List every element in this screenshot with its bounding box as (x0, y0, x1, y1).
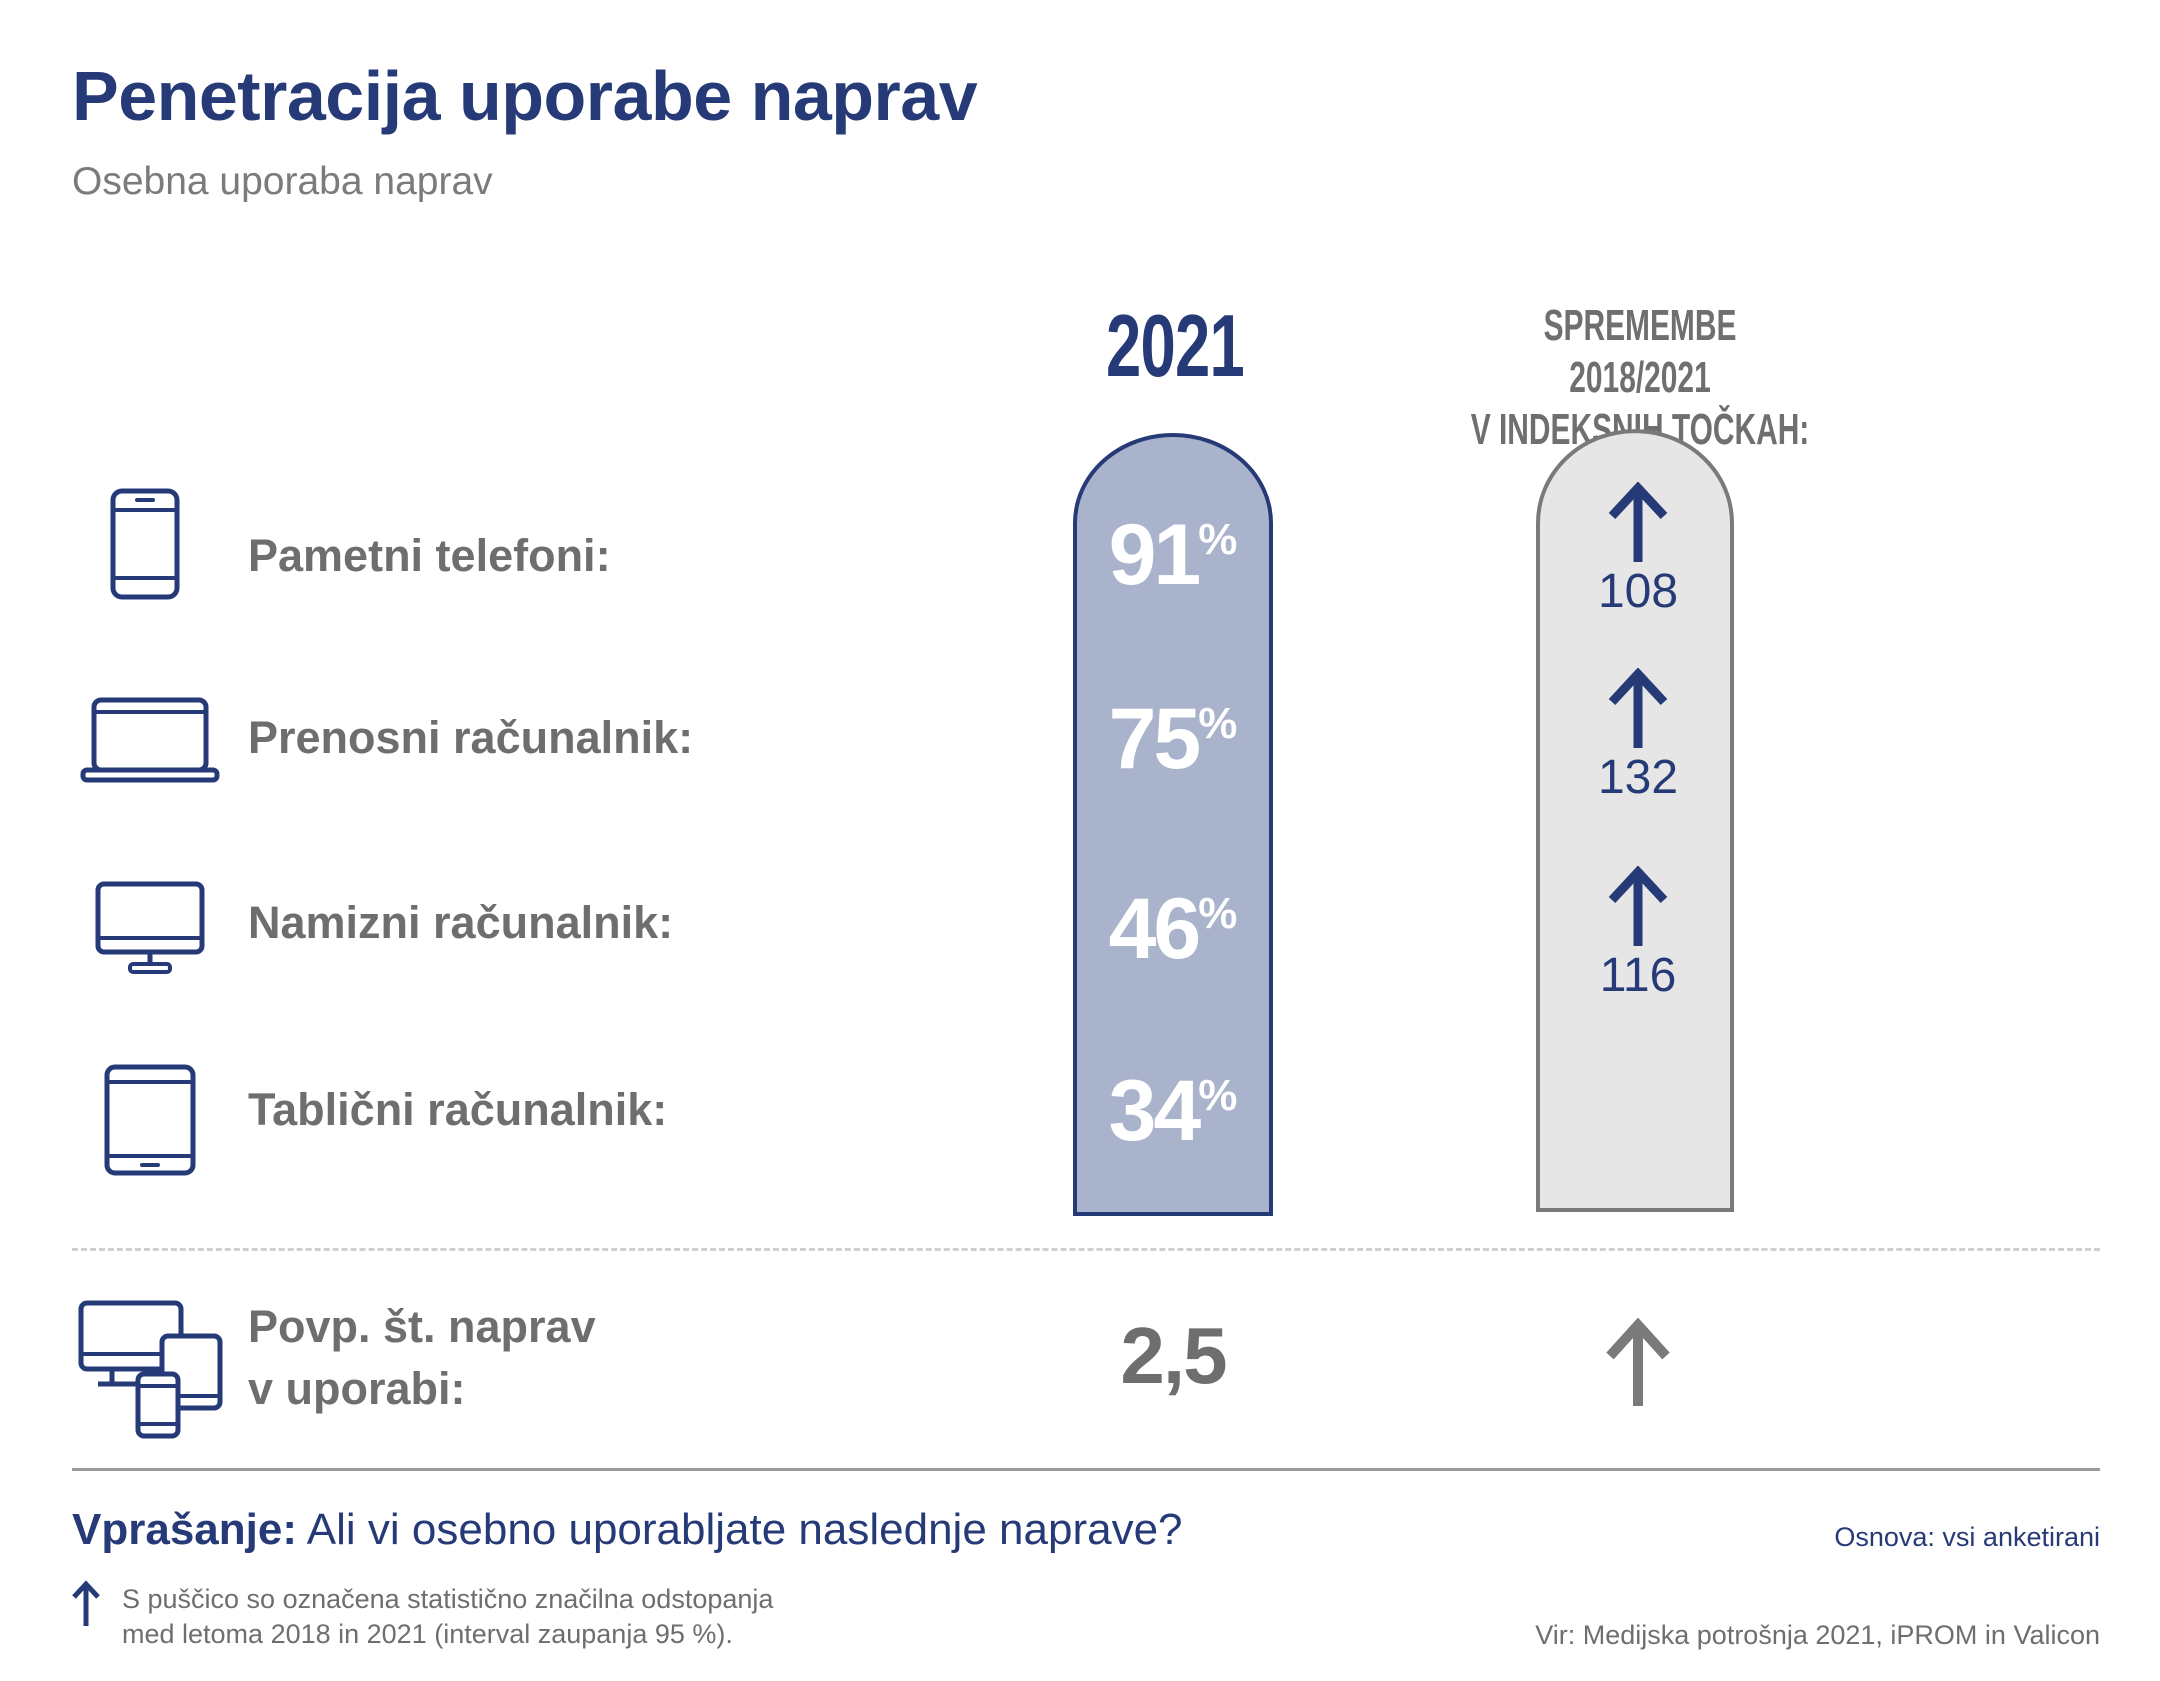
average-devices-value: 2,5 (1120, 1311, 1227, 1400)
pill-change (1536, 429, 1734, 1212)
base-note: Osnova: vsi anketirani (1834, 1522, 2100, 1552)
chart-title: Penetracija uporabe naprav (72, 57, 978, 135)
year-column-header: 2021 (1105, 296, 1245, 395)
devices-icon (78, 1300, 223, 1439)
significance-note: S puščico so označena statistično značil… (122, 1584, 774, 1649)
up-arrow-icon (72, 1580, 100, 1626)
source-note: Vir: Medijska potrošnja 2021, iPROM in V… (1535, 1620, 2100, 1650)
change-value-laptop: 132 (1597, 751, 1679, 804)
section-divider-dashed (72, 1248, 2100, 1251)
row-label-tablet: Tablični računalnik: (248, 1084, 668, 1135)
pill-2021 (1073, 433, 1273, 1216)
row-label-smartphones: Pametni telefoni: (248, 530, 611, 581)
up-arrow-icon (1608, 482, 1668, 562)
up-arrow-icon (1606, 1318, 1670, 1406)
change-value-desktop: 116 (1599, 949, 1677, 1002)
average-devices-label: Povp. št. naprav v uporabi: (248, 1301, 596, 1414)
smartphone-icon (110, 488, 180, 600)
survey-question: Vprašanje: Ali vi osebno uporabljate nas… (72, 1505, 1183, 1554)
value-label-laptop: 75% (1108, 691, 1238, 787)
footer-divider (72, 1468, 2100, 1471)
tablet-icon (104, 1064, 196, 1176)
laptop-icon (80, 697, 220, 783)
value-label-tablet: 34% (1108, 1063, 1238, 1159)
desktop-icon (95, 881, 205, 974)
value-label-smartphones: 91% (1108, 507, 1238, 603)
row-label-desktop: Namizni računalnik: (248, 897, 674, 948)
up-arrow-icon (1608, 866, 1668, 946)
change-value-smartphones: 108 (1597, 565, 1679, 618)
change-header-line1: SPREMEMBE 2018/2021 (1543, 301, 1737, 402)
up-arrow-icon (1608, 668, 1668, 748)
row-label-laptop: Prenosni računalnik: (248, 712, 694, 763)
chart-subtitle: Osebna uporaba naprav (72, 160, 493, 203)
value-label-desktop: 46% (1108, 881, 1238, 977)
